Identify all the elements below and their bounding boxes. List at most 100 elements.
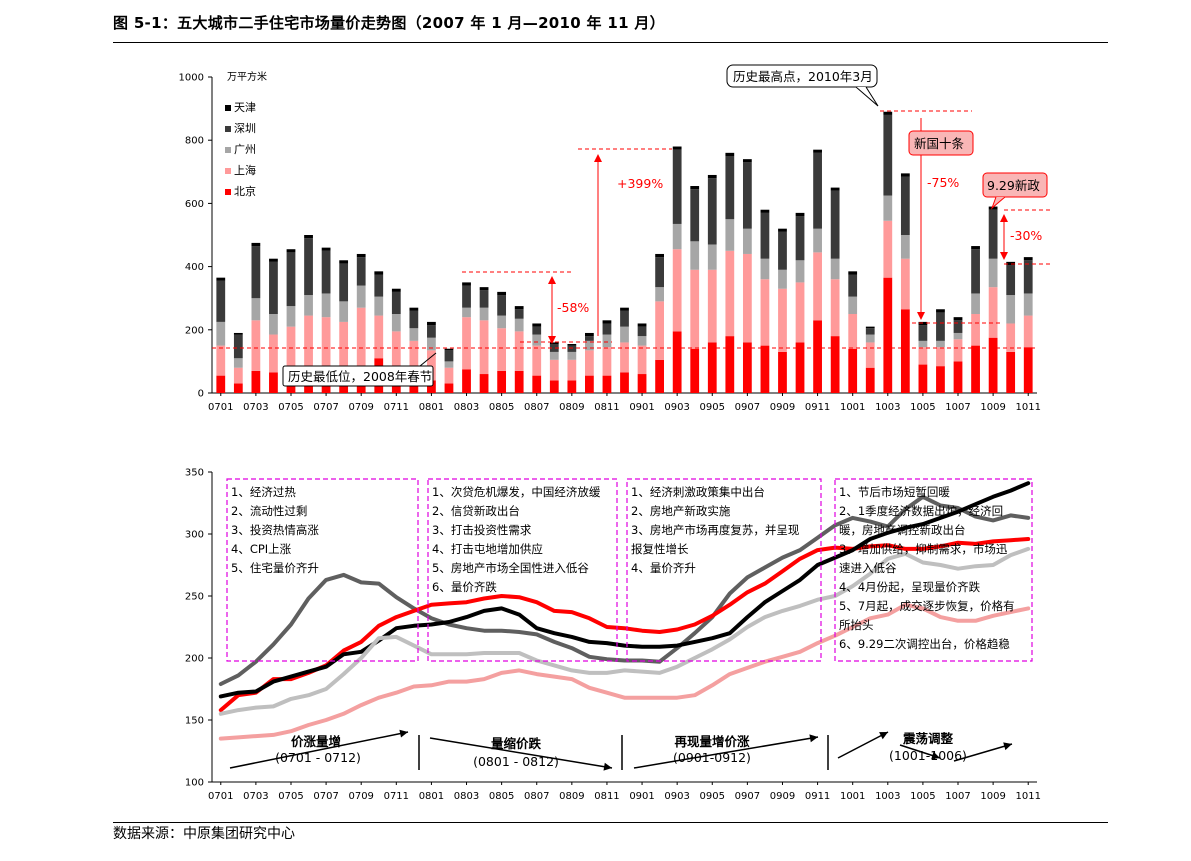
x-tick-label: 0903 <box>664 791 689 802</box>
bar-segment <box>936 312 945 341</box>
bar-segment <box>514 370 524 393</box>
y-tick-label: 1000 <box>179 73 204 84</box>
x-tick-label: 0703 <box>243 791 268 802</box>
phase-arrow <box>429 737 613 769</box>
unit-label: 万平方米 <box>227 70 267 83</box>
x-tick-label: 0701 <box>208 402 233 413</box>
change-label: -30% <box>1010 228 1042 243</box>
bar-segment <box>883 195 893 221</box>
bar-segment <box>883 277 893 393</box>
bar-segment <box>883 220 893 278</box>
bar-segment <box>672 331 682 393</box>
arrowhead <box>548 336 556 344</box>
phase-arrow <box>633 736 819 769</box>
x-tick-label: 1003 <box>875 791 900 802</box>
bar-segment <box>953 332 963 340</box>
high-callout-box <box>726 64 878 88</box>
page-title: 图 5-1：五大城市二手住宅市场量价走势图（2007 年 1 月—2010 年 … <box>113 14 665 32</box>
legend-label: 深圳 <box>234 122 256 135</box>
bar-segment <box>532 345 542 376</box>
bar-segment <box>462 282 471 286</box>
bar-segment <box>865 342 875 368</box>
legend-swatch <box>225 147 231 153</box>
x-tick-label: 0811 <box>594 402 619 413</box>
bar-segment <box>356 285 366 308</box>
bar-segment <box>655 359 664 393</box>
x-tick-label: 0905 <box>700 402 725 413</box>
arrowhead <box>548 276 556 284</box>
x-tick-label: 0701 <box>208 791 233 802</box>
bar-segment <box>760 209 770 213</box>
series-line <box>218 537 1031 713</box>
bar-segment <box>971 345 980 393</box>
x-tick-label: 0801 <box>419 791 444 802</box>
bar-segment <box>514 331 524 371</box>
bar-segment <box>883 114 893 196</box>
bar-segment <box>374 274 384 297</box>
y-tick-label: 200 <box>185 325 204 336</box>
bar-segment <box>936 309 945 313</box>
x-tick-label: 0805 <box>489 402 514 413</box>
bar-segment <box>707 178 717 245</box>
bar-segment <box>813 152 822 229</box>
x-tick-label: 0803 <box>454 791 479 802</box>
x-tick-label: 0905 <box>700 791 725 802</box>
bar-segment <box>409 340 419 371</box>
series-line <box>218 494 1031 686</box>
footer-divider <box>113 822 1108 823</box>
x-tick-label: 1009 <box>980 402 1005 413</box>
bar-segment <box>479 307 489 321</box>
x-tick-label: 0805 <box>489 791 514 802</box>
phase-note-line: 1、次贷危机爆发，中国经济放缓 <box>432 485 601 499</box>
bar-segment <box>936 340 945 348</box>
bar-segment <box>286 249 296 253</box>
bar-segment <box>479 374 489 393</box>
bar-segment <box>672 149 682 224</box>
bar-segment <box>637 323 647 327</box>
bar-segment <box>462 307 471 318</box>
bar-segment <box>1023 257 1033 261</box>
bar-segment <box>479 290 489 308</box>
bar-segment <box>620 307 629 311</box>
legend-swatch <box>225 168 231 174</box>
bar-segment <box>865 367 875 393</box>
bar-segment <box>637 326 647 337</box>
bar-segment <box>795 216 805 261</box>
phase-arrowhead <box>1003 742 1012 751</box>
policy-callout-box <box>982 172 1048 198</box>
x-tick-label: 0807 <box>524 402 549 413</box>
bar-segment <box>988 287 998 338</box>
bar-segment <box>707 174 717 179</box>
bar-segment <box>374 315 384 359</box>
bar-segment <box>444 367 454 384</box>
y-tick-label: 150 <box>185 716 204 727</box>
y-tick-label: 0 <box>198 389 204 400</box>
bar-segment <box>742 162 752 229</box>
bar-segment <box>251 370 261 393</box>
phase-note-line: 所抬头 <box>839 618 874 632</box>
bar-segment <box>865 328 875 335</box>
bar-segment <box>444 348 454 351</box>
x-tick-label: 1005 <box>910 402 935 413</box>
phase-arrowhead <box>931 751 940 760</box>
bar-segment <box>865 334 875 343</box>
change-label: -75% <box>927 175 959 190</box>
x-tick-label: 0705 <box>278 791 303 802</box>
phase-note-line: 1、经济刺激政策集中出台 <box>631 485 765 499</box>
x-tick-label: 1011 <box>1015 791 1040 802</box>
y-tick-label: 250 <box>185 592 204 603</box>
bar-segment <box>900 235 910 259</box>
bar-segment <box>321 250 331 294</box>
phase-note-line: 暖，房地产调控新政出台 <box>839 523 966 537</box>
bar-segment <box>286 306 296 327</box>
bar-segment <box>637 374 647 393</box>
bar-segment <box>321 247 331 251</box>
bar-segment <box>1006 295 1016 324</box>
bar-segment <box>233 334 243 359</box>
bar-segment <box>848 296 858 314</box>
phase-note-line: 2、信贷新政出台 <box>432 504 520 518</box>
policy-callout-box <box>908 130 974 156</box>
x-tick-label: 0811 <box>594 791 619 802</box>
bar-segment <box>795 212 805 217</box>
bar-segment <box>462 285 471 308</box>
